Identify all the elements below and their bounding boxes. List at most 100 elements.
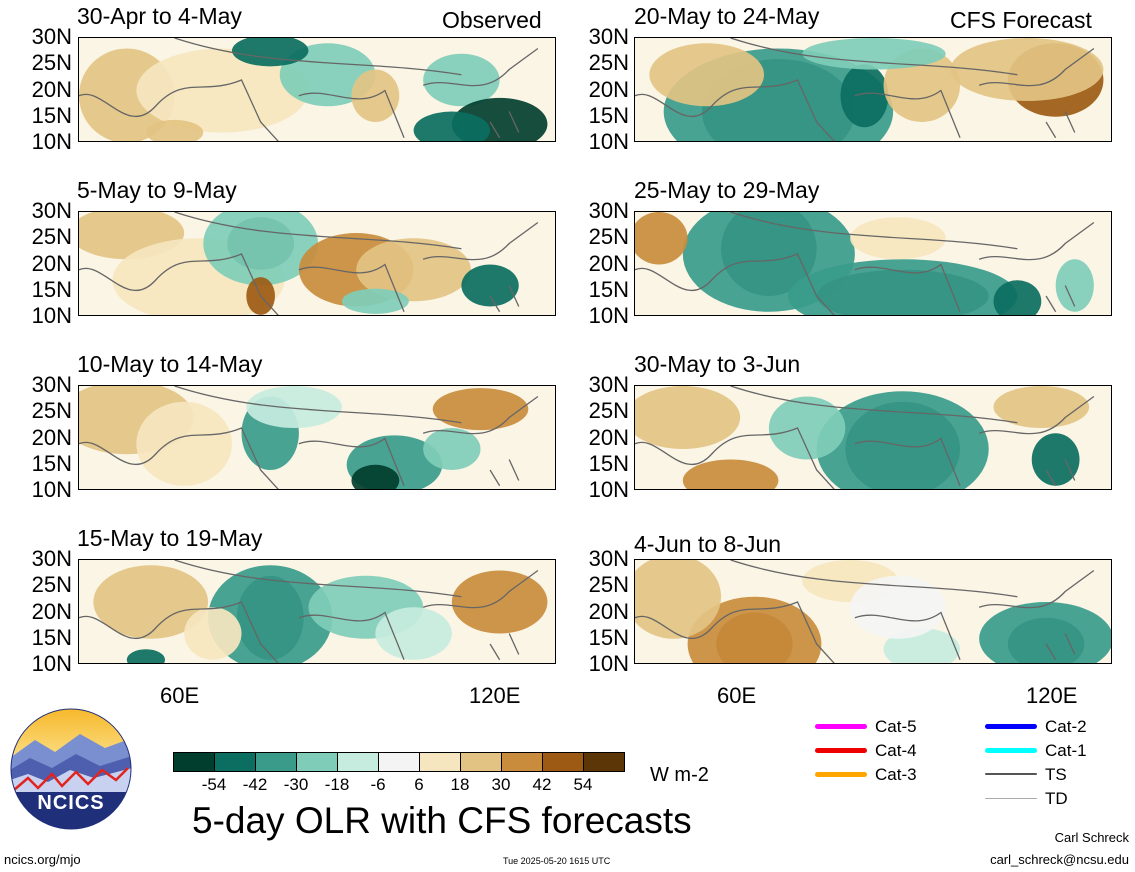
- lat-label: 15N: [31, 102, 72, 128]
- colorbar-label: -6: [370, 775, 386, 794]
- author-name: Carl Schreck: [1054, 830, 1129, 845]
- legend-line-td: [985, 798, 1037, 799]
- legend-label-cat4: Cat-4: [875, 741, 917, 760]
- legend-label-cat3: Cat-3: [875, 765, 917, 784]
- lon-label-60e-left: 60E: [160, 683, 200, 708]
- ncics-logo: NCICS: [10, 708, 132, 830]
- legend-line-cat4: [815, 748, 867, 753]
- colorbar-label: 6: [414, 775, 424, 794]
- lat-label: 25N: [31, 50, 72, 76]
- colorbar-label: 30: [491, 775, 511, 794]
- lat-label: 20N: [31, 598, 72, 624]
- legend-label-td: TD: [1045, 789, 1068, 808]
- colorbar-swatch: [460, 752, 502, 772]
- lat-label: 20N: [31, 76, 72, 102]
- lon-label-120e-right: 120E: [1026, 683, 1078, 708]
- lon-label-60e-right: 60E: [717, 683, 757, 708]
- olr-map-left-4: [78, 559, 556, 664]
- lat-label: 10N: [588, 651, 629, 676]
- lat-label: 15N: [31, 276, 72, 302]
- colorbar-swatch: [378, 752, 420, 772]
- lat-label: 30N: [31, 198, 72, 223]
- colorbar-label: -30: [283, 775, 309, 794]
- legend-label-cat2: Cat-2: [1045, 717, 1087, 736]
- lat-label: 10N: [31, 129, 72, 154]
- legend-label-cat5: Cat-5: [875, 717, 917, 736]
- colorbar-swatch: [255, 752, 297, 772]
- olr-map-right-1: [634, 37, 1112, 142]
- observed-tag: Observed: [442, 7, 542, 33]
- colorbar-swatch: [337, 752, 379, 772]
- lat-label: 25N: [31, 224, 72, 250]
- colorbar-label: 42: [532, 775, 552, 794]
- panel-title: 10-May to 14-May: [77, 351, 263, 377]
- legend-label-ts: TS: [1045, 765, 1067, 784]
- footer-timestamp: Tue 2025-05-20 1615 UTC: [503, 856, 611, 866]
- colorbar-swatch: [214, 752, 256, 772]
- logo-text: NCICS: [37, 792, 105, 814]
- olr-map-left-2: [78, 211, 556, 316]
- colorbar-swatch: [583, 752, 625, 772]
- colorbar-swatch: [296, 752, 338, 772]
- main-title: 5-day OLR with CFS forecasts: [192, 800, 692, 841]
- lat-label: 25N: [31, 398, 72, 424]
- lat-label: 25N: [588, 224, 629, 250]
- colorbar-label: -18: [324, 775, 350, 794]
- legend-line-cat3: [815, 772, 867, 777]
- lat-label: 10N: [31, 303, 72, 328]
- colorbar-label: 54: [573, 775, 593, 794]
- panel-title: 30-May to 3-Jun: [634, 351, 801, 377]
- lat-label: 20N: [31, 424, 72, 450]
- legend-line-cat5: [815, 724, 867, 729]
- lat-label: 25N: [588, 572, 629, 598]
- lat-label: 10N: [588, 129, 629, 154]
- legend-label-cat1: Cat-1: [1045, 741, 1087, 760]
- lat-label: 30N: [588, 372, 629, 397]
- lat-label: 15N: [588, 450, 629, 476]
- colorbar-label: -54: [201, 775, 227, 794]
- lat-label: 15N: [588, 276, 629, 302]
- lat-label: 25N: [31, 572, 72, 598]
- colorbar-label: 18: [450, 775, 470, 794]
- lat-label: 30N: [588, 198, 629, 223]
- legend-line-cat2: [985, 724, 1037, 729]
- olr-map-right-2: [634, 211, 1112, 316]
- lat-label: 15N: [588, 624, 629, 650]
- lat-label: 30N: [31, 546, 72, 571]
- panel-title: 4-Jun to 8-Jun: [634, 531, 782, 557]
- panel-title: 25-May to 29-May: [634, 177, 820, 203]
- colorbar-swatch: [419, 752, 461, 772]
- legend-line-cat1: [985, 748, 1037, 753]
- lat-label: 10N: [588, 303, 629, 328]
- lat-label: 15N: [588, 102, 629, 128]
- lat-label: 20N: [588, 250, 629, 276]
- lat-label: 30N: [31, 372, 72, 397]
- colorbar-swatch: [501, 752, 543, 772]
- lat-label: 30N: [588, 24, 629, 49]
- lat-label: 10N: [31, 477, 72, 502]
- lon-label-120e-left: 120E: [469, 683, 521, 708]
- lat-label: 10N: [31, 651, 72, 676]
- legend-line-ts: [985, 773, 1037, 775]
- panel-title: 15-May to 19-May: [77, 525, 263, 551]
- lat-label: 20N: [31, 250, 72, 276]
- olr-map-left-3: [78, 385, 556, 490]
- lat-label: 10N: [588, 477, 629, 502]
- colorbar-swatch: [542, 752, 584, 772]
- lat-label: 30N: [588, 546, 629, 571]
- colorbar-units: W m-2: [650, 764, 709, 786]
- olr-map-right-4: [634, 559, 1112, 664]
- colorbar-label: -42: [242, 775, 268, 794]
- forecast-tag: CFS Forecast: [950, 7, 1092, 33]
- olr-map-right-3: [634, 385, 1112, 490]
- olr-map-left-1: [78, 37, 556, 142]
- footer-url: ncics.org/mjo: [4, 852, 81, 867]
- ncics-logo-icon: [10, 708, 132, 830]
- author-email: carl_schreck@ncsu.edu: [990, 852, 1129, 867]
- lat-label: 20N: [588, 76, 629, 102]
- lat-label: 25N: [588, 50, 629, 76]
- colorbar-swatch: [173, 752, 215, 772]
- lat-label: 15N: [31, 624, 72, 650]
- panel-title: 5-May to 9-May: [77, 177, 237, 203]
- lat-label: 20N: [588, 424, 629, 450]
